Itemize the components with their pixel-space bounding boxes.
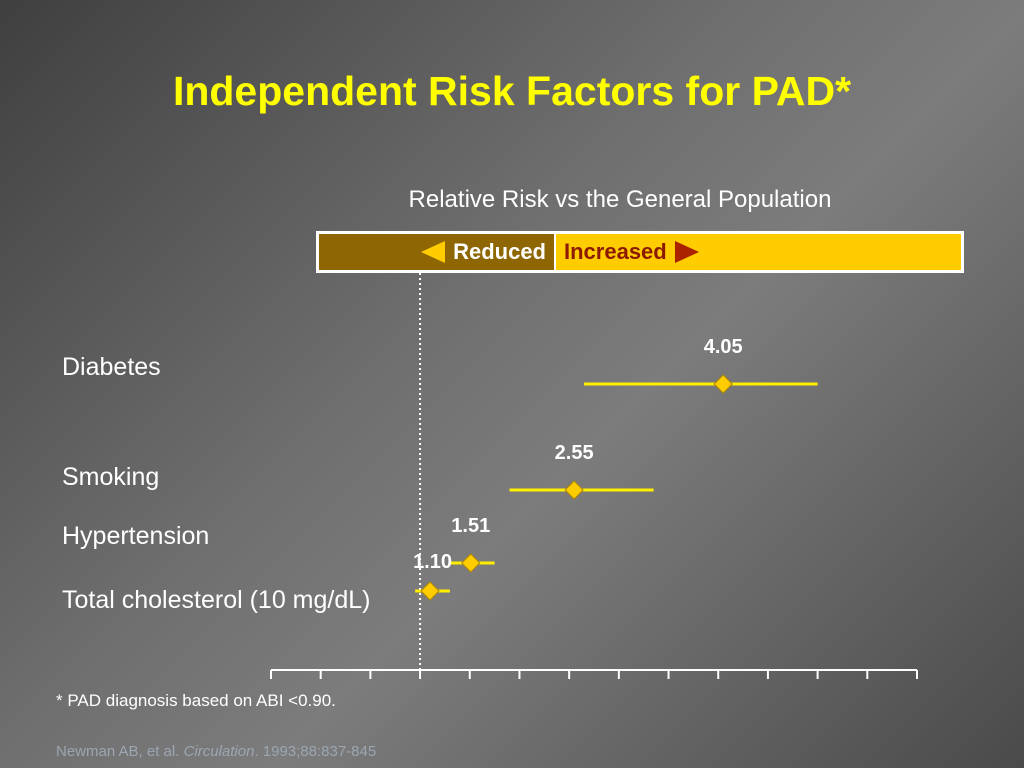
footnote: * PAD diagnosis based on ABI <0.90.	[56, 691, 336, 710]
increased-indicator: Increased	[556, 234, 961, 270]
row-label-diabetes: Diabetes	[62, 353, 161, 381]
row-label-smoking: Smoking	[62, 463, 160, 491]
value-label: 4.05	[704, 336, 743, 358]
reduced-indicator: Reduced	[319, 234, 556, 270]
row-label-hypertension: Hypertension	[62, 522, 210, 550]
citation-details: . 1993;88:837-845	[254, 743, 377, 760]
citation-authors: Newman AB, et al.	[56, 743, 184, 760]
chart-subtitle: Relative Risk vs the General Population	[408, 186, 832, 213]
direction-legend-bar: Reduced Increased	[316, 231, 964, 273]
citation: Newman AB, et al. Circulation. 1993;88:8…	[56, 743, 376, 760]
point-marker	[461, 553, 481, 573]
value-label: 2.55	[555, 442, 594, 464]
arrow-left-icon	[421, 241, 446, 263]
point-marker	[564, 480, 584, 500]
value-label: 1.10	[413, 551, 452, 573]
citation-journal: Circulation	[183, 743, 255, 760]
slide-title: Independent Risk Factors for PAD*	[172, 68, 852, 114]
row-label-total-cholesterol: Total cholesterol (10 mg/dL)	[62, 586, 371, 614]
arrow-right-icon	[674, 241, 699, 263]
reduced-label: Reduced	[453, 239, 546, 264]
point-marker	[713, 374, 733, 394]
value-label: 1.51	[451, 515, 490, 537]
increased-label: Increased	[564, 239, 667, 264]
point-marker	[420, 581, 440, 601]
